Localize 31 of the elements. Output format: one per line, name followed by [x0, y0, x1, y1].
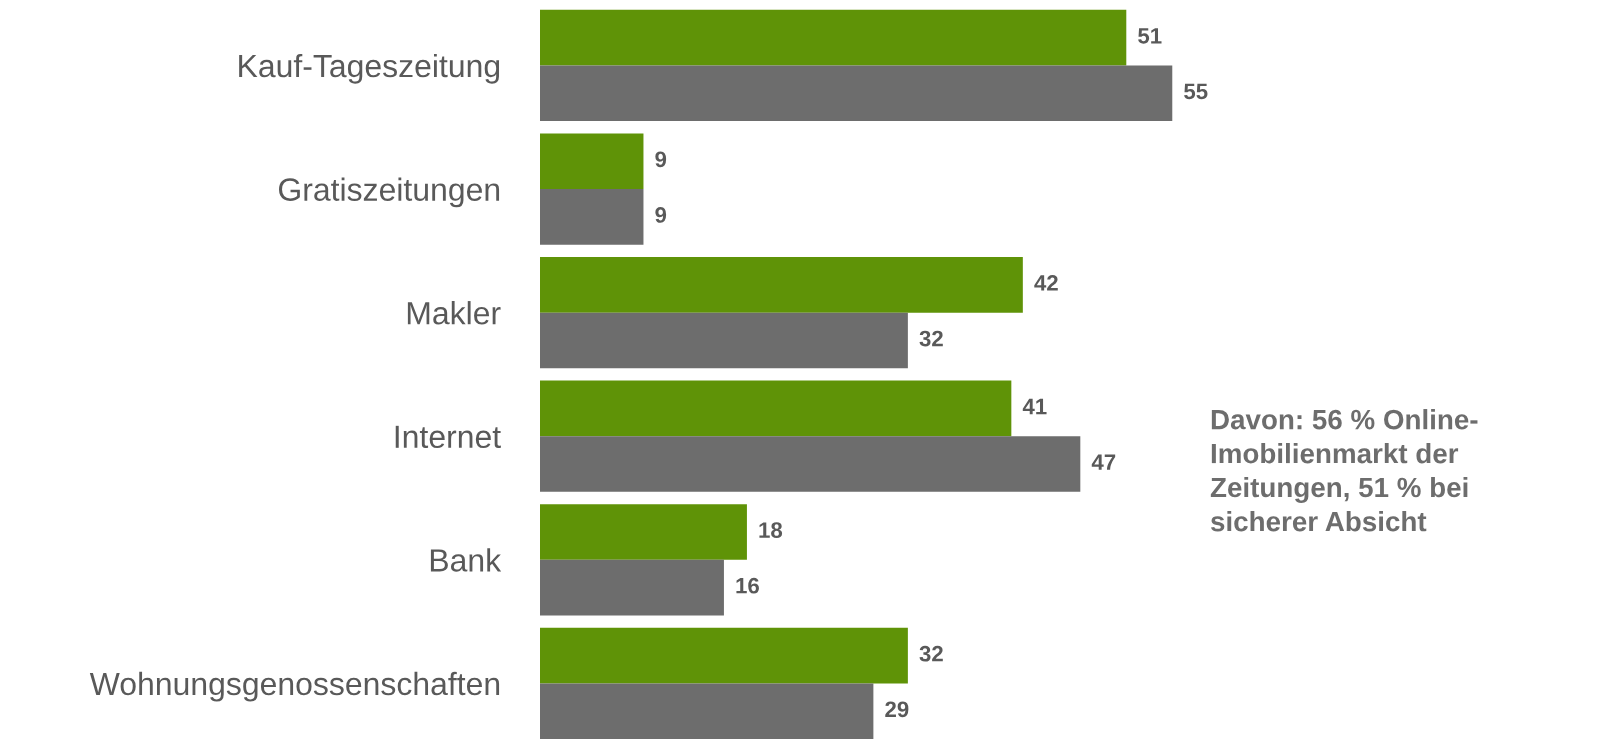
- bar: [540, 436, 1081, 492]
- data-label: 9: [655, 207, 667, 223]
- data-label: 32: [919, 645, 943, 662]
- bar: [540, 189, 644, 245]
- data-label: 9: [655, 151, 667, 168]
- data-label: 51: [1138, 28, 1162, 44]
- bar: [540, 559, 724, 616]
- data-label: 18: [759, 522, 783, 538]
- bar: [540, 65, 1173, 122]
- y-tick-label: Makler: [407, 301, 501, 325]
- bar: [540, 380, 1012, 437]
- bar: [540, 683, 874, 739]
- bar: [540, 257, 1023, 313]
- y-tick-label: Kauf-Tageszeitung: [239, 53, 500, 84]
- text: Davon: 56 % Online- Imobilienmarkt der Zeitungen, 51 % bei sicherer Absicht: [1210, 409, 1478, 532]
- bar: [540, 133, 644, 190]
- bar: [540, 9, 1127, 66]
- y-tick-label: Bank: [430, 548, 502, 572]
- y-tick-label: Internet: [395, 425, 501, 449]
- bar: [540, 627, 908, 684]
- data-label: 29: [885, 701, 909, 718]
- data-label: 41: [1022, 398, 1047, 415]
- y-tick-label: Gratiszeitungen: [279, 177, 500, 208]
- data-label: 47: [1091, 454, 1116, 470]
- data-label: 16: [736, 577, 759, 594]
- data-label: 32: [919, 330, 943, 347]
- data-label: 55: [1184, 83, 1208, 100]
- y-tick-label: Wohnungsgenossenschaften: [89, 671, 500, 702]
- data-label: 42: [1034, 275, 1058, 291]
- bar: [540, 504, 747, 560]
- bar: [540, 312, 908, 369]
